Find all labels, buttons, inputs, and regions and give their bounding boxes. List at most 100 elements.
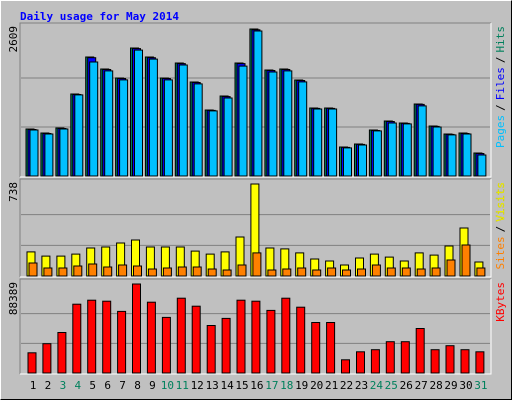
x-tick-label: 5 (89, 379, 96, 392)
bar (445, 345, 455, 374)
x-tick-label: 27 (415, 379, 428, 392)
bar (358, 144, 367, 177)
bar (430, 349, 440, 374)
legend-separator: / (494, 57, 507, 64)
bar (311, 322, 321, 374)
bar (236, 299, 246, 374)
legend: Sites / Visits (494, 182, 507, 270)
bar (176, 297, 186, 374)
bar (416, 268, 426, 277)
x-tick-label: 24 (370, 379, 384, 392)
panel-edge (20, 23, 492, 178)
y-tick-label: 88389 (7, 282, 20, 315)
bar (386, 267, 396, 277)
bar (417, 105, 427, 177)
panel-edge (19, 178, 491, 277)
legend-entry: Pages (494, 115, 507, 148)
bar (147, 268, 157, 277)
panel-edge (20, 179, 492, 278)
bar (253, 30, 263, 177)
legend: Pages / Files / Hits (494, 26, 507, 148)
x-tick-label: 3 (60, 379, 67, 392)
bar (104, 70, 114, 177)
y-tick-label: 2609 (7, 26, 20, 53)
bar (401, 267, 411, 277)
bar (42, 343, 52, 374)
bar (28, 262, 38, 277)
bar (118, 264, 128, 277)
bar (74, 94, 84, 177)
bar (134, 49, 143, 177)
x-tick-label: 26 (400, 379, 413, 392)
bar (327, 267, 337, 277)
x-tick-label: 16 (250, 379, 263, 392)
x-tick-label: 6 (104, 379, 111, 392)
x-tick-label: 22 (340, 379, 353, 392)
bar (461, 244, 471, 277)
panel-edge (20, 279, 492, 375)
bar (268, 71, 278, 177)
legend: KBytes (494, 282, 507, 322)
bar (119, 79, 129, 177)
bar (385, 341, 395, 374)
bar (251, 300, 261, 374)
bar (312, 269, 322, 277)
y-tick-label: 738 (7, 182, 20, 202)
bar (356, 351, 365, 374)
x-tick-label: 19 (295, 379, 308, 392)
bar (252, 252, 262, 277)
x-tick-label: 12 (191, 379, 204, 392)
bar (73, 265, 83, 277)
bar (387, 122, 397, 177)
x-tick-label: 31 (474, 379, 487, 392)
bar (432, 126, 442, 177)
bar (161, 316, 171, 374)
legend-entry: KBytes (494, 282, 507, 322)
panel-edge (19, 22, 491, 177)
bar (462, 133, 472, 177)
bar (222, 269, 232, 277)
bar (477, 154, 487, 177)
x-tick-label: 1 (30, 379, 37, 392)
bar (447, 134, 457, 177)
bar (72, 303, 82, 374)
panel-edge (19, 278, 491, 374)
bar (326, 322, 336, 374)
x-tick-label: 23 (355, 379, 368, 392)
bar (282, 268, 292, 277)
bar (208, 110, 218, 177)
x-tick-label: 11 (176, 379, 189, 392)
x-tick-label: 10 (161, 379, 174, 392)
x-tick-label: 21 (325, 379, 338, 392)
bar (283, 70, 293, 177)
legend-separator: / (494, 104, 507, 111)
bar (415, 328, 425, 374)
bar (431, 267, 441, 277)
bar (328, 108, 338, 177)
bar (27, 352, 37, 374)
bar (476, 267, 486, 277)
bar (341, 359, 350, 374)
x-tick-label: 15 (235, 379, 248, 392)
bar (193, 83, 203, 177)
bar (103, 266, 113, 277)
legend-entry: Sites (494, 236, 507, 269)
bar (87, 299, 97, 374)
bar (132, 283, 141, 374)
bar (221, 317, 231, 374)
bar (29, 129, 39, 177)
bar (298, 81, 308, 177)
bar (238, 65, 248, 177)
bar (58, 267, 68, 277)
x-tick-label: 30 (459, 379, 472, 392)
bar (163, 79, 173, 177)
bar (370, 349, 380, 374)
bar (342, 269, 351, 277)
bar (178, 64, 188, 177)
bar (446, 259, 456, 277)
x-tick-label: 13 (206, 379, 219, 392)
bar (372, 130, 382, 177)
legend-entry: Files (494, 67, 507, 100)
